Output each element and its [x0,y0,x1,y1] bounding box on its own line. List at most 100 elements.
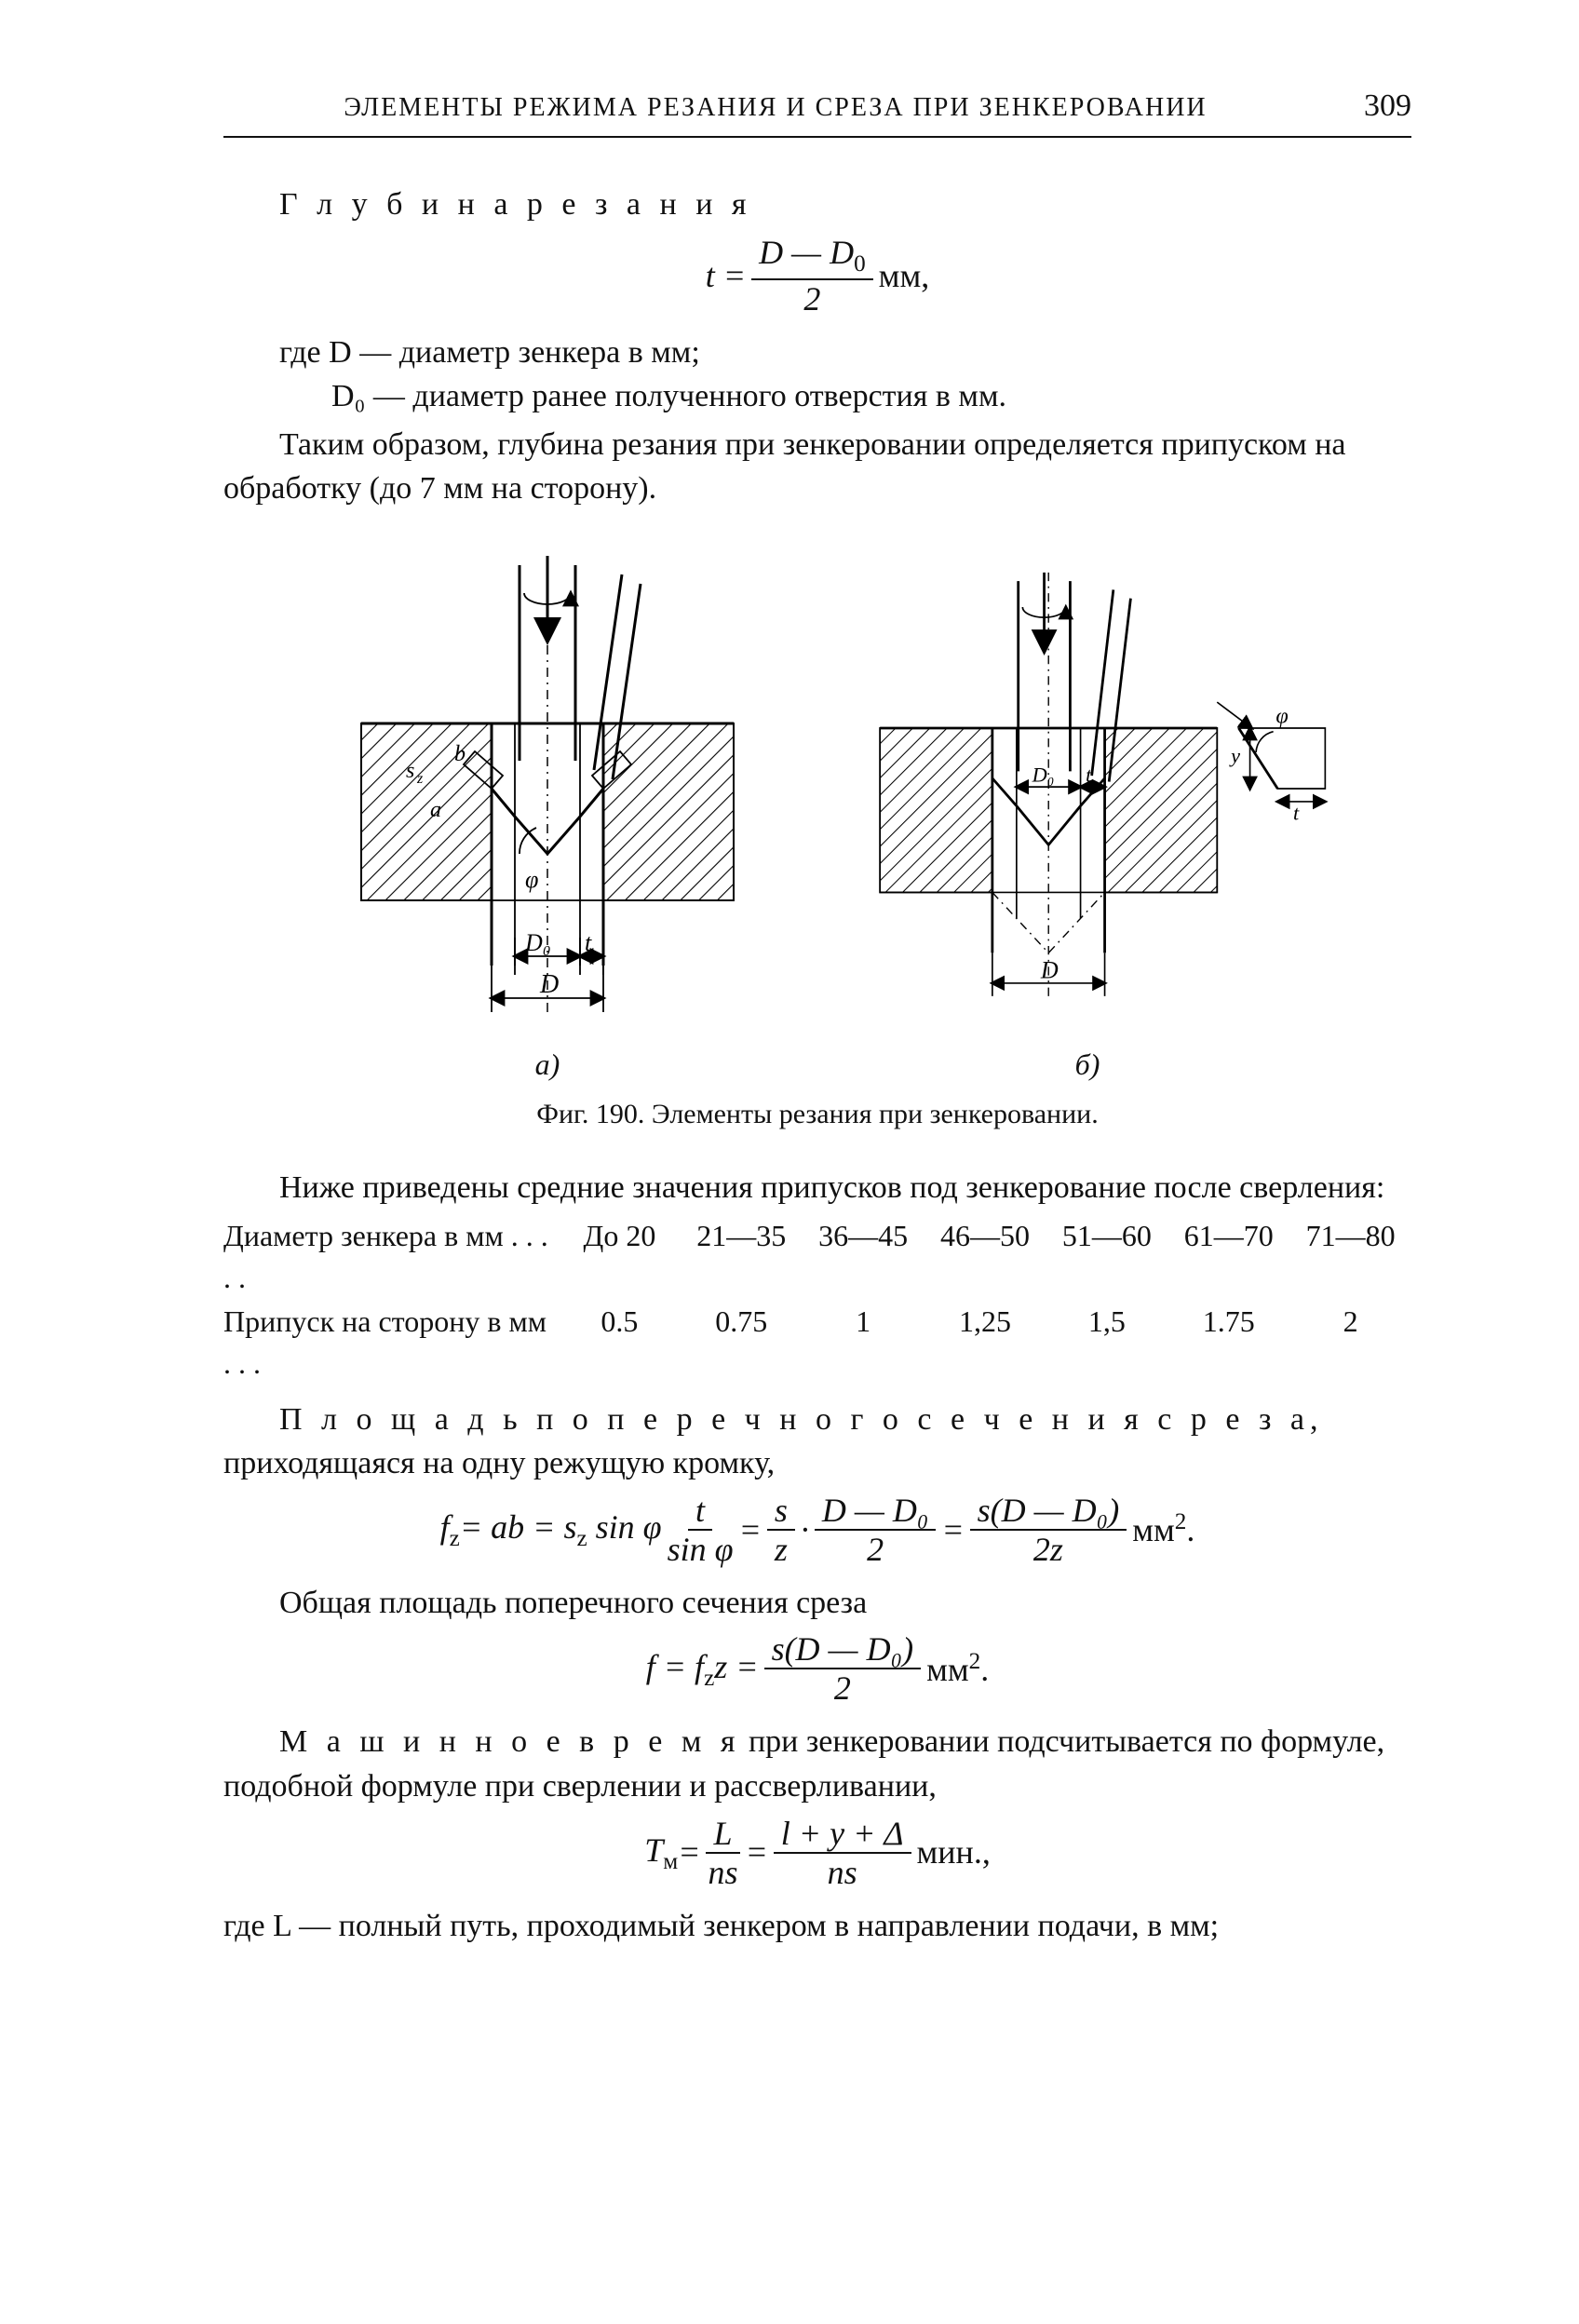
f2-frac3-num: D — D₀ [815,1493,937,1531]
cell: 46—50 [924,1215,1046,1257]
cell: 71—80 [1289,1215,1411,1257]
svg-text:t: t [1086,763,1092,787]
sec1-heading-text: Г л у б и н а р е з а н и я [279,187,752,222]
sec1-formula-unit: мм, [879,252,930,299]
svg-text:y: y [1229,744,1240,767]
cell: 36—45 [803,1215,924,1257]
page-number: 309 [1328,84,1411,128]
f2-eq1b: sin φ [587,1508,662,1546]
f2-frac4-num: s(D — D₀) [970,1493,1127,1531]
f2-unit: мм [1132,1511,1175,1548]
cell: 61—70 [1167,1215,1289,1257]
f3-den: 2 [834,1669,851,1705]
row2-cells: 0.5 0.75 1 1,25 1,5 1.75 2 [559,1301,1411,1343]
svg-text:D: D [539,970,559,999]
svg-text:φ: φ [525,866,538,893]
svg-text:a: a [430,798,441,822]
f3-lhs2: z = [714,1648,758,1685]
svg-text:t: t [585,929,592,956]
f3-unit-sup: 2 [969,1649,981,1674]
sec1-frac-num: D — D [759,234,854,271]
f2-frac3-den: 2 [867,1531,884,1566]
f4-f2d: ns [828,1854,857,1889]
svg-text:D₀: D₀ [524,929,551,956]
figure-caption: Фиг. 190. Элементы резания при зенкерова… [223,1095,1411,1134]
sec2-heading-strong: П л о щ а д ь п о п е р е ч н о г о с е … [279,1402,1324,1437]
f4-lhs: T [644,1831,663,1869]
sec4-where: где L — полный путь, проходимый зенкером… [223,1904,1411,1949]
f2-eq2: = [739,1507,762,1553]
f2-unit-sup: 2 [1175,1509,1187,1534]
sec1-frac-num-sub: 0 [854,251,866,277]
svg-text:D₀: D₀ [1032,763,1055,787]
f2-lhs-sub: z [450,1526,460,1551]
f3-lhs: f = f [646,1648,704,1685]
running-title: ЭЛЕМЕНТЫ РЕЖИМА РЕЗАНИЯ И СРЕЗА ПРИ ЗЕНК… [223,89,1328,126]
f2-eq4: = [941,1507,964,1553]
f4-eq: = [678,1829,700,1875]
cell: 0.5 [559,1301,681,1343]
sec1-para3: Таким образом, глубина резания при зенке… [223,423,1411,511]
sec1-formula: t = D — D0 2 мм, [223,236,1411,315]
f2-eq1-sub: z [576,1526,587,1551]
figure-a-col: φ sz a b D₀ t D а) [305,537,790,1086]
svg-text:z: z [416,771,424,787]
svg-text:φ: φ [1275,703,1288,728]
f3-unit-dot: . [980,1651,989,1688]
f2-eq1: = ab = s [460,1508,577,1546]
f2-frac2-num: s [767,1493,795,1531]
f2-frac2-den: z [775,1531,788,1566]
cell: До 20 [559,1215,681,1257]
sec1-para2: D₀ — диаметр ранее полученного отверстия… [331,374,1411,419]
f2-frac1-num: t [688,1493,712,1531]
svg-text:s: s [406,759,414,783]
allowance-table: Диаметр зенкера в мм . . . . . До 20 21—… [223,1215,1411,1384]
sec1-frac: D — D0 2 [751,236,873,315]
sec4-heading: М а ш и н н о е в р е м я при зенкерован… [223,1720,1411,1808]
sec1-formula-lhs: t = [706,252,746,299]
figure-b-col: D₀ t D φ t y б) [845,537,1329,1086]
f4-f1n: L [706,1817,739,1854]
f4-f2n: l + y + Δ [774,1817,911,1854]
sec3-formula: f = fzz = s(D — D₀)2 мм2. [223,1632,1411,1705]
cell: 1 [803,1301,924,1343]
figure-a-svg: φ sz a b D₀ t D [305,537,790,1040]
table-row: Диаметр зенкера в мм . . . . . До 20 21—… [223,1215,1411,1299]
f2-frac4-den: 2z [1033,1531,1063,1566]
cell: 0.75 [681,1301,803,1343]
sec4-heading-strong: М а ш и н н о е в р е м я [279,1724,740,1759]
cell: 1,25 [924,1301,1046,1343]
row1-label: Диаметр зенкера в мм . . . . . [223,1215,559,1299]
sec1-heading: Г л у б и н а р е з а н и я [279,182,1411,227]
cell: 21—35 [681,1215,803,1257]
figure-b-svg: D₀ t D φ t y [845,537,1329,1040]
table-row: Припуск на сторону в мм . . . 0.5 0.75 1… [223,1301,1411,1385]
sec4-formula: Tм = Lns = l + y + Δns мин., [223,1817,1411,1889]
f4-f1d: ns [708,1854,737,1889]
sec3-para: Общая площадь поперечного сечения среза [223,1581,1411,1626]
cell: 1,5 [1046,1301,1167,1343]
f2-unit-dot: . [1186,1511,1194,1548]
running-header: ЭЛЕМЕНТЫ РЕЖИМА РЕЗАНИЯ И СРЕЗА ПРИ ЗЕНК… [223,84,1411,138]
cell: 2 [1289,1301,1411,1343]
cell: 1.75 [1167,1301,1289,1343]
cell: 51—60 [1046,1215,1167,1257]
f4-eq2: = [746,1829,768,1875]
svg-text:t: t [1293,801,1300,824]
sec2-formula: fz = ab = sz sin φ tsin φ = sz · D — D₀2… [223,1493,1411,1566]
row1-cells: До 20 21—35 36—45 46—50 51—60 61—70 71—8… [559,1215,1411,1257]
figure-a-label: а) [535,1044,560,1086]
row2-label: Припуск на сторону в мм . . . [223,1301,559,1385]
svg-text:b: b [454,742,466,766]
sec2-heading: П л о щ а д ь п о п е р е ч н о г о с е … [223,1398,1411,1486]
figure-b-label: б) [1075,1044,1100,1086]
svg-text:D: D [1040,956,1059,983]
f2-frac1-den: sin φ [668,1531,734,1566]
para-after-fig: Ниже приведены средние значения припуско… [223,1166,1411,1210]
sec2-heading-rest: приходящаяся на одну режущую кромку, [223,1446,775,1480]
page: ЭЛЕМЕНТЫ РЕЖИМА РЕЗАНИЯ И СРЕЗА ПРИ ЗЕНК… [0,0,1579,2324]
f3-unit: мм [926,1651,969,1688]
f2-lhs: f [440,1508,450,1546]
f3-lhs-sub: z [704,1666,714,1691]
sec1-para1: где D — диаметр зенкера в мм; [223,331,1411,375]
